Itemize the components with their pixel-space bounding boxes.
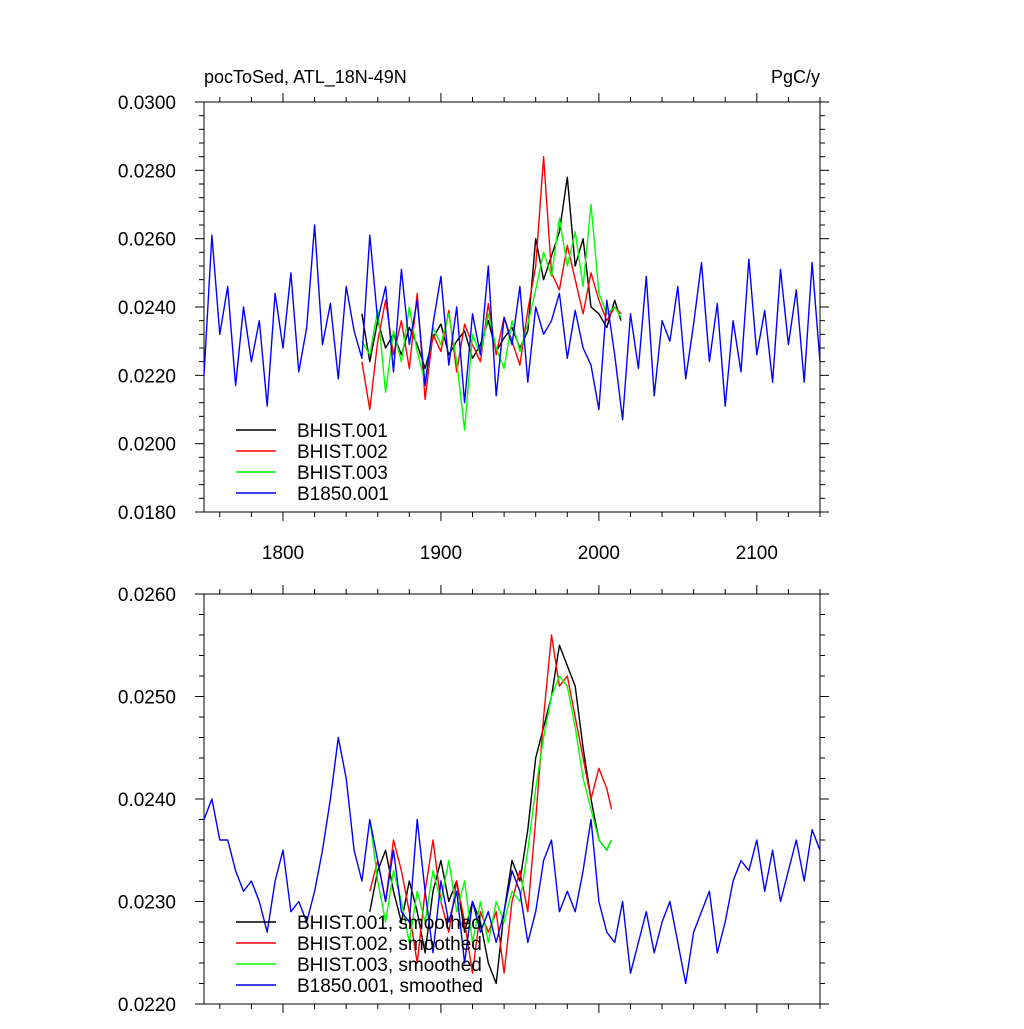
y-tick-label: 0.0300: [118, 93, 176, 114]
y-tick-label: 0.0180: [118, 503, 176, 524]
series-line-3: [204, 736, 820, 985]
x-tick-label: 1800: [262, 543, 304, 564]
legend-label: BHIST.002: [297, 442, 388, 463]
y-tick-label: 0.0280: [118, 161, 176, 182]
legend-label: B1850.001: [297, 484, 389, 505]
y-tick-label: 0.0260: [118, 585, 176, 606]
chart-title-left: pocToSed, ATL_18N-49N: [204, 67, 407, 88]
y-tick-label: 0.0240: [118, 790, 176, 811]
y-tick-label: 0.0200: [118, 435, 176, 456]
y-tick-label: 0.0240: [118, 298, 176, 319]
y-tick-label: 0.0230: [118, 893, 176, 914]
legend-label: BHIST.001: [297, 421, 388, 442]
legend-label: BHIST.003: [297, 463, 388, 484]
legend-label: B1850.001, smoothed: [297, 976, 483, 997]
x-tick-label: 2100: [736, 543, 778, 564]
legend-label: BHIST.003, smoothed: [297, 955, 482, 976]
top-panel: 0.0180 0.0200 0.0220 0.0240 0.0260 0.0280 0.03…: [118, 93, 829, 564]
bottom-panel: 0.0220 0.0230 0.0240 0.0250 0.0260 BHIST.001,…: [118, 585, 829, 1016]
y-tick-label: 0.0250: [118, 688, 176, 709]
x-tick-label: 1900: [420, 543, 462, 564]
legend-label: BHIST.002, smoothed: [297, 934, 482, 955]
legend-label: BHIST.001, smoothed: [297, 913, 482, 934]
x-tick-label: 2000: [578, 543, 620, 564]
series-line-0: [369, 644, 613, 985]
y-tick-label: 0.0220: [118, 995, 176, 1016]
series-line-3: [204, 224, 820, 421]
y-tick-label: 0.0220: [118, 366, 176, 387]
series-line-2: [369, 675, 613, 944]
chart-title-right: PgC/y: [771, 67, 820, 87]
y-tick-label: 0.0260: [118, 230, 176, 251]
